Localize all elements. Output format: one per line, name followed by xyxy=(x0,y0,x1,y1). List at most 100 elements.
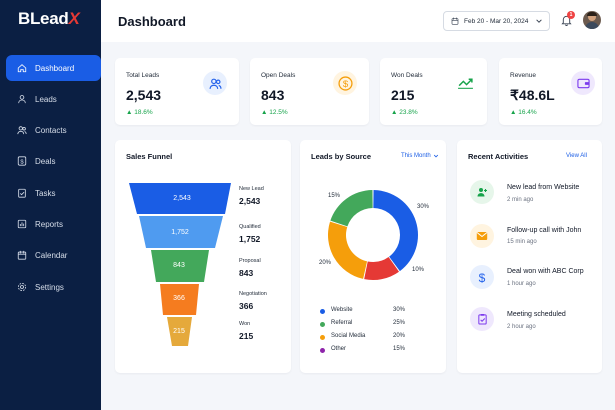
stat-card-won-deals: Won Deals 215 ▲ 23.8% xyxy=(380,58,487,125)
bar-chart-icon xyxy=(17,219,27,229)
sidebar-item-reports[interactable]: Reports xyxy=(6,211,101,237)
home-icon xyxy=(17,63,27,73)
sidebar-item-label: Tasks xyxy=(35,188,56,198)
activity-title: Meeting scheduled xyxy=(507,311,566,318)
slice-label: 15% xyxy=(328,193,341,199)
funnel-stage-negotiation[interactable] xyxy=(160,284,199,315)
stat-label: Open Deals xyxy=(261,72,296,79)
funnel-bar-label: 1,752 xyxy=(171,229,189,236)
activity-time: 15 min ago xyxy=(507,239,537,245)
funnel-stage-name: Won xyxy=(239,321,251,327)
funnel-stage-value: 1,752 xyxy=(239,234,261,244)
stat-card-open-deals: Open Deals 843 ▲ 12.5% $ xyxy=(250,58,369,125)
mail-icon xyxy=(470,224,494,248)
funnel-chart xyxy=(129,183,231,346)
sidebar-item-tasks[interactable]: Tasks xyxy=(6,180,101,206)
svg-text:$: $ xyxy=(479,271,486,284)
funnel-bar-label: 215 xyxy=(173,328,185,335)
funnel-bar-label: 843 xyxy=(173,262,185,269)
legend-value: 25% xyxy=(393,320,406,326)
view-all-link[interactable]: View All xyxy=(566,153,587,159)
funnel-bar-label: 366 xyxy=(173,295,185,302)
funnel-stage-new-lead[interactable] xyxy=(129,183,231,214)
funnel-bar-label: 2,543 xyxy=(173,195,191,202)
stat-card-revenue: Revenue ₹48.6L ▲ 16.4% xyxy=(499,58,602,125)
funnel-stage-name: Negotiation xyxy=(239,291,267,297)
stat-value: 215 xyxy=(391,87,415,103)
arrow-up-icon: ▲ xyxy=(126,109,135,116)
sidebar-item-label: Deals xyxy=(35,156,56,166)
funnel-stage-value: 366 xyxy=(239,301,254,311)
funnel-stage-name: New Lead xyxy=(239,186,264,192)
sidebar-item-label: Contacts xyxy=(35,125,67,135)
slice-label: 20% xyxy=(319,260,332,266)
legend-swatch xyxy=(320,309,325,314)
legend-swatch xyxy=(320,335,325,340)
stat-delta: ▲ 16.4% xyxy=(510,109,537,116)
stat-value: 2,543 xyxy=(126,87,162,103)
donut-slice[interactable] xyxy=(373,190,418,272)
date-range-picker[interactable]: Feb 20 - Mar 20, 2024 xyxy=(443,11,550,31)
legend-item: Social Media 20% xyxy=(320,333,410,343)
funnel-stage-won[interactable] xyxy=(167,317,192,346)
funnel-stage-qualified[interactable] xyxy=(139,216,223,248)
wallet-icon xyxy=(571,71,595,95)
sidebar-item-label: Reports xyxy=(35,219,64,229)
activity-time: 2 hour ago xyxy=(507,324,536,330)
stat-label: Total Leads xyxy=(126,72,160,79)
stat-label: Revenue xyxy=(510,72,537,79)
activity-title: New lead from Website xyxy=(507,184,580,191)
stat-value: ₹48.6L xyxy=(510,87,555,103)
legend-value: 30% xyxy=(393,307,406,313)
legend-item: Website 30% xyxy=(320,307,410,317)
donut-slice[interactable] xyxy=(328,221,368,279)
recent-activities-card: Recent Activities View All New lead from… xyxy=(457,140,602,373)
sales-funnel-card: Sales Funnel 2,543 1,752 843 366 215 New… xyxy=(115,140,291,373)
top-bar: Dashboard Feb 20 - Mar 20, 2024 1 xyxy=(101,0,615,42)
sidebar-item-label: Settings xyxy=(35,282,64,292)
user-icon xyxy=(17,94,27,104)
period-filter-label: This Month xyxy=(401,153,431,159)
avatar[interactable] xyxy=(583,11,601,29)
funnel-stage-value: 2,543 xyxy=(239,196,261,206)
sidebar-item-contacts[interactable]: Contacts xyxy=(6,117,101,143)
sidebar-item-settings[interactable]: Settings xyxy=(6,274,101,300)
slice-label: 10% xyxy=(412,267,425,273)
sidebar-item-label: Leads xyxy=(35,94,57,104)
stat-value: 843 xyxy=(261,87,285,103)
legend-swatch xyxy=(320,322,325,327)
funnel-stage-value: 843 xyxy=(239,268,254,278)
calendar-icon xyxy=(17,250,27,260)
legend-swatch xyxy=(320,348,325,353)
funnel-stage-name: Qualified xyxy=(239,224,261,230)
funnel-stage-proposal[interactable] xyxy=(151,250,209,282)
legend-label: Social Media xyxy=(331,333,366,339)
legend-label: Referral xyxy=(331,320,353,326)
date-range-label: Feb 20 - Mar 20, 2024 xyxy=(464,17,529,25)
stat-delta: ▲ 18.6% xyxy=(126,109,153,116)
clipboard-check-icon xyxy=(470,307,494,331)
stat-delta: ▲ 23.8% xyxy=(391,109,418,116)
slice-label: 30% xyxy=(417,204,430,210)
donut-slice[interactable] xyxy=(364,257,400,280)
donut-slice[interactable] xyxy=(330,190,373,227)
legend-label: Website xyxy=(331,307,353,313)
legend-value: 15% xyxy=(393,346,406,352)
user-plus-icon xyxy=(470,180,494,204)
dollar-icon: $ xyxy=(17,156,27,166)
sidebar-item-calendar[interactable]: Calendar xyxy=(6,242,101,268)
calendar-icon xyxy=(451,17,459,25)
leads-by-source-card: Leads by Source This Month 30% 10% 20% 1… xyxy=(300,140,446,373)
stat-delta: ▲ 12.5% xyxy=(261,109,288,116)
sidebar-item-dashboard[interactable]: Dashboard xyxy=(6,55,101,81)
sidebar-item-leads[interactable]: Leads xyxy=(6,86,101,112)
sidebar-item-deals[interactable]: $ Deals xyxy=(6,148,101,174)
logo[interactable]: BLeadX xyxy=(18,9,80,28)
card-title: Recent Activities xyxy=(468,152,529,161)
activity-time: 2 min ago xyxy=(507,197,534,203)
chevron-down-icon xyxy=(535,17,543,25)
notification-badge: 1 xyxy=(567,11,575,19)
svg-text:$: $ xyxy=(342,79,348,90)
legend-item: Referral 25% xyxy=(320,320,410,330)
period-filter-dropdown[interactable]: This Month xyxy=(401,153,439,159)
